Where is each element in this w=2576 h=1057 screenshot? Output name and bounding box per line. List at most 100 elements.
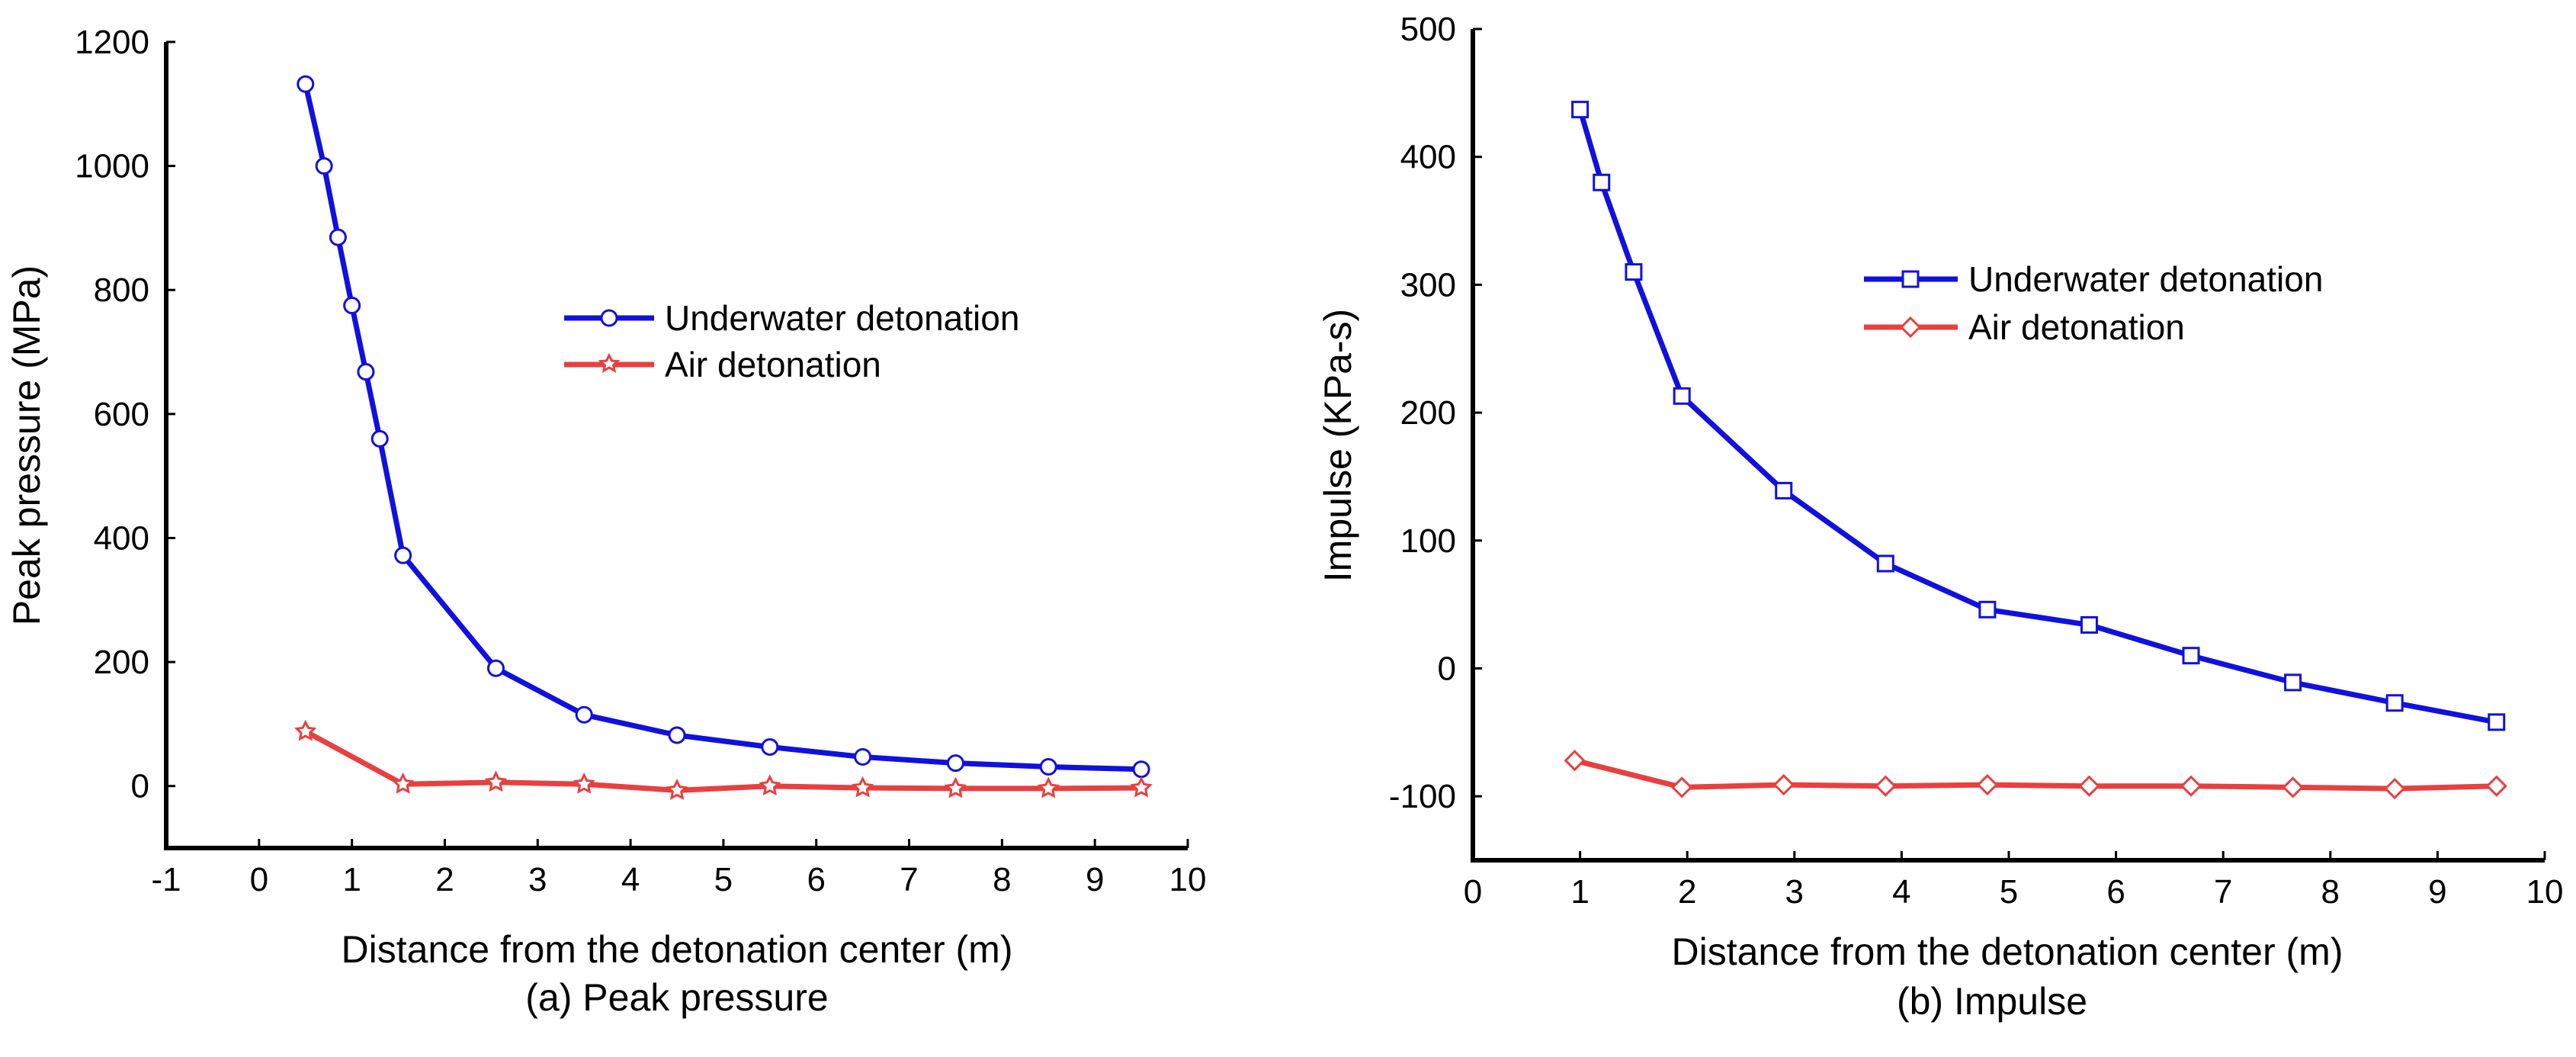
chart-a-underwater-point: [371, 429, 389, 448]
chart-b-series-air-line: [1572, 757, 2500, 792]
chart-a-series-air-line: [303, 728, 1144, 793]
chart-a-underwater-point: [668, 726, 686, 744]
chart-a-series-underwater-line: [303, 81, 1144, 773]
chart-b-underwater-point: [2488, 713, 2506, 731]
chart-a-underwater-point: [575, 705, 593, 724]
chart-b-series-underwater-line: [1577, 107, 2500, 725]
chart-b-underwater-point: [2385, 694, 2404, 712]
chart-a-x-tick-label: 7: [900, 861, 918, 898]
chart-b-air-point: [1564, 750, 1586, 772]
chart-b-air-point: [1976, 773, 1999, 796]
chart-a-air-point: [391, 772, 415, 794]
chart-b-y-tick-label: 100: [1400, 522, 1456, 560]
chart-a-y-tick-label: 200: [94, 644, 149, 681]
chart-b-x-tick-label: 4: [1892, 873, 1910, 911]
chart-b-x-tick-label: 5: [2000, 873, 2018, 911]
chart-b-x-tick-label: 0: [1464, 873, 1482, 911]
chart-b-y-tick-label: -100: [1389, 778, 1456, 815]
chart-a-air-point: [294, 719, 317, 741]
chart-b-underwater-point: [1593, 173, 1611, 191]
chart-a-legend-circle-marker: [600, 309, 618, 327]
chart-b-underwater-point: [1571, 101, 1590, 119]
chart-b-legend-square-marker: [1901, 270, 1920, 288]
chart-a-underwater-point: [946, 754, 964, 773]
chart-b-x-tick-label: 9: [2428, 873, 2446, 911]
chart-a-air-point: [573, 772, 595, 794]
chart-b-x-tick-label: 1: [1570, 873, 1589, 911]
chart-b-air-point: [2384, 777, 2406, 800]
chart-b-air-point: [1875, 775, 1897, 797]
chart-b-x-tick-label: 6: [2106, 873, 2125, 911]
chart-b-y-tick-label: 0: [1438, 650, 1456, 687]
chart-b-underwater-point: [1625, 263, 1643, 281]
chart-b-y-tick-label: 300: [1400, 266, 1456, 304]
chart-a-y-tick-label: 1000: [75, 148, 149, 185]
chart-b-air-point: [1671, 776, 1693, 798]
chart-b-legend-label-air: Air detonation: [1968, 307, 2185, 347]
chart-b-underwater-point: [1978, 600, 1997, 618]
chart-a-underwater-point: [854, 747, 872, 766]
chart-b-y-tick-label: 400: [1400, 139, 1456, 176]
chart-b-x-tick-label: 8: [2321, 873, 2340, 911]
chart-a-x-tick-label: 8: [993, 861, 1011, 898]
chart-a-air-point: [851, 776, 874, 798]
chart-b-underwater-point: [2182, 647, 2200, 665]
chart-b-legend-label-underwater: Underwater detonation: [1968, 259, 2323, 299]
chart-a-legend-star-marker: [598, 352, 621, 373]
chart-a-legend: Underwater detonation Air detonation: [564, 298, 1019, 384]
chart-a-y-tick-label: 800: [94, 271, 149, 309]
chart-a-peak-pressure: -1 0 1 2 3 4 5 6 7 8 9 10 0 200 400 600 800 1000 1200 Peak…: [5, 24, 1206, 1019]
chart-a-x-tick-label: 1: [342, 861, 361, 898]
chart-a-air-point: [944, 776, 967, 798]
chart-a-air-point: [1037, 776, 1060, 798]
chart-a-caption: (a) Peak pressure: [525, 976, 828, 1019]
chart-a-x-tick-label: 6: [807, 861, 825, 898]
chart-b-air-point: [2282, 776, 2304, 798]
chart-a-air-point: [1130, 776, 1153, 798]
chart-a-x-tick-label: 3: [528, 861, 547, 898]
chart-b-underwater-point: [2080, 615, 2098, 634]
chart-b-y-tick-label: 500: [1400, 11, 1456, 48]
chart-b-air-point: [2078, 775, 2100, 797]
chart-b-y-tick-label: 200: [1400, 394, 1456, 432]
chart-a-x-tick-label: 0: [250, 861, 268, 898]
chart-a-underwater-point: [329, 228, 347, 246]
chart-b-air-point: [1772, 773, 1795, 796]
chart-b-x-tick-label: 2: [1678, 873, 1696, 911]
chart-a-x-tick-label: 4: [621, 861, 640, 898]
chart-b-legend: Underwater detonation Air detonation: [1864, 259, 2323, 347]
chart-a-underwater-point: [394, 546, 412, 564]
chart-a-underwater-point: [297, 75, 315, 93]
chart-a-y-axis-label: Peak pressure (MPa): [5, 265, 48, 625]
chart-b-x-tick-label: 3: [1785, 873, 1804, 911]
chart-a-underwater-point: [315, 157, 333, 175]
chart-b-x-tick-label: 10: [2526, 873, 2564, 911]
chart-a-x-tick-label: 2: [435, 861, 454, 898]
chart-b-y-axis-label: Impulse (KPa-s): [1317, 309, 1359, 582]
chart-a-x-tick-label: -1: [151, 861, 181, 898]
chart-b-x-axis-label: Distance from the detonation center (m): [1672, 930, 2343, 973]
chart-a-y-tick-label: 400: [94, 519, 149, 557]
chart-a-legend-label-underwater: Underwater detonation: [665, 298, 1019, 338]
chart-b-underwater-point: [1876, 554, 1894, 573]
chart-b-x-tick-label: 7: [2214, 873, 2232, 911]
chart-a-x-tick-label: 9: [1086, 861, 1104, 898]
chart-a-x-tick-label: 5: [714, 861, 733, 898]
chart-a-underwater-point: [1039, 757, 1057, 776]
chart-a-underwater-point: [343, 297, 361, 315]
chart-a-legend-label-air: Air detonation: [665, 345, 881, 384]
chart-b-underwater-point: [1673, 387, 1691, 405]
chart-a-y-tick-label: 1200: [75, 24, 149, 61]
chart-a-air-point: [484, 770, 508, 792]
chart-a-underwater-point: [486, 659, 505, 677]
chart-a-y-tick-label: 600: [94, 396, 149, 433]
chart-b-air-point: [2180, 775, 2202, 797]
chart-b-underwater-point: [2284, 673, 2302, 692]
chart-b-underwater-point: [1775, 481, 1793, 500]
chart-b-air-point: [2485, 775, 2507, 797]
chart-a-y-tick-label: 0: [131, 768, 149, 805]
chart-b-caption: (b) Impulse: [1897, 980, 2087, 1023]
chart-b-impulse: 0 1 2 3 4 5 6 7 8 9 10 -100 0 100 200 300 400 500 Impulse…: [1317, 11, 2563, 1023]
chart-a-underwater-point: [357, 363, 375, 381]
